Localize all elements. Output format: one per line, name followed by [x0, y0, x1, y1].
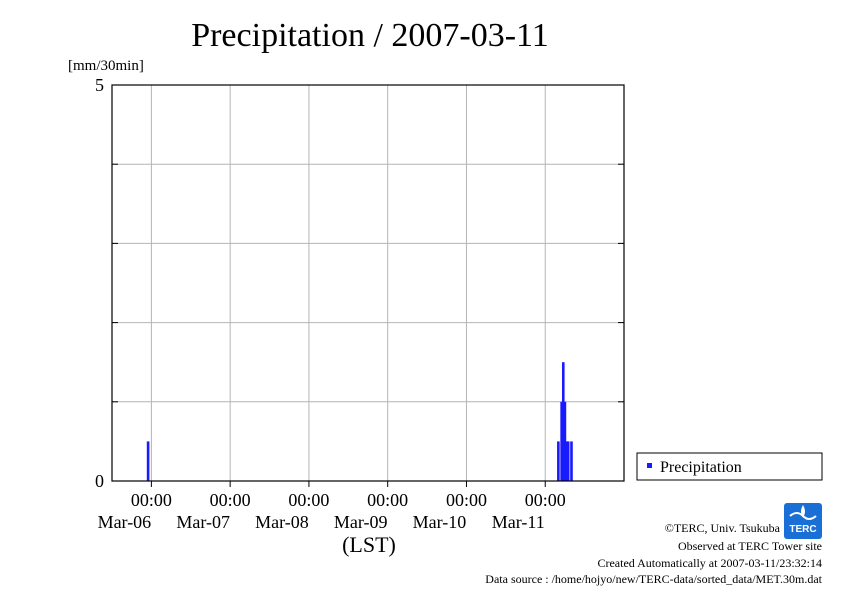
x-tick-label-date: Mar-06 — [98, 512, 152, 532]
precipitation-bar — [566, 441, 570, 481]
x-tick-label-date: Mar-09 — [334, 512, 388, 532]
x-tick-label-time: 00:00 — [446, 490, 487, 510]
tick-labels: 00:00Mar-0600:00Mar-0700:00Mar-0800:00Ma… — [95, 75, 566, 532]
terc-logo: TERC — [784, 503, 822, 539]
logo-drop-icon — [801, 505, 805, 517]
x-axis-label: (LST) — [342, 532, 396, 557]
x-tick-label-time: 00:00 — [525, 490, 566, 510]
precipitation-bar — [563, 401, 567, 481]
logo-text: TERC — [789, 524, 816, 535]
x-tick-label-time: 00:00 — [210, 490, 251, 510]
legend-box — [636, 452, 823, 481]
logo-background — [784, 503, 822, 539]
x-tick-label-date: Mar-07 — [176, 512, 230, 532]
axes — [111, 84, 625, 487]
y-unit-label: [mm/30min] — [68, 58, 144, 74]
legend: Precipitation — [636, 452, 823, 481]
footer-observed: Observed at TERC Tower site — [678, 539, 822, 553]
precipitation-bar — [561, 362, 565, 481]
x-tick-label-time: 00:00 — [367, 490, 408, 510]
x-tick-label-time: 00:00 — [131, 490, 172, 510]
grid-lines — [112, 85, 624, 481]
precipitation-bar — [565, 441, 568, 481]
plot-frame — [111, 84, 625, 482]
footer-created: Created Automatically at 2007-03-11/23:3… — [597, 556, 822, 570]
y-tick-label: 5 — [95, 75, 104, 95]
precipitation-bar — [557, 441, 560, 481]
chart-title: Precipitation / 2007-03-11 — [191, 17, 549, 54]
footer-source: Data source : /home/hojyo/new/TERC-data/… — [485, 572, 822, 586]
legend-swatch — [647, 463, 652, 468]
precipitation-bar — [560, 401, 563, 481]
y-tick-label: 0 — [95, 471, 104, 491]
precipitation-bars — [146, 362, 573, 481]
legend-label: Precipitation — [660, 459, 742, 476]
precipitation-bar — [570, 441, 573, 481]
x-tick-label-date: Mar-08 — [255, 512, 309, 532]
x-tick-label-time: 00:00 — [288, 490, 329, 510]
x-tick-label-date: Mar-10 — [413, 512, 467, 532]
x-tick-label-date: Mar-11 — [492, 512, 545, 532]
precipitation-bar — [146, 441, 150, 481]
footer-copyright: ©TERC, Univ. Tsukuba — [665, 521, 781, 535]
